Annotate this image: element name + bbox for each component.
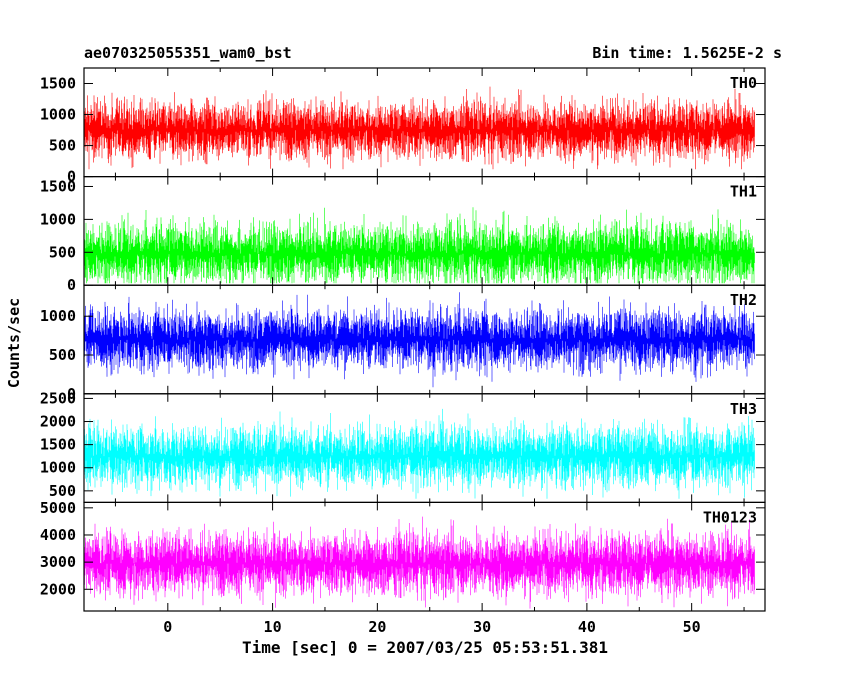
y-tick-label: 1000 <box>40 210 76 228</box>
panel-th3-label: TH3 <box>730 400 757 418</box>
y-tick-label: 2500 <box>40 389 76 407</box>
panel-th0123-label: TH0123 <box>703 508 757 526</box>
y-tick-label: 3000 <box>40 553 76 571</box>
y-tick-label: 500 <box>49 482 76 500</box>
y-axis-label: Counts/sec <box>5 297 23 389</box>
y-tick-label: 1500 <box>40 436 76 454</box>
panel-th2-label: TH2 <box>730 291 757 309</box>
y-tick-label: 0 <box>67 168 76 186</box>
series-th0-line <box>83 86 755 170</box>
x-tick-label: 40 <box>578 618 596 636</box>
series-th3-line <box>83 408 755 499</box>
x-axis-label: Time [sec] 0 = 2007/03/25 05:53:51.381 <box>241 638 609 657</box>
y-tick-label: 5000 <box>40 499 76 517</box>
series-th0123-line <box>83 516 755 609</box>
bin-time-label: Bin time: 1.5625E-2 s <box>592 44 782 62</box>
y-tick-label: 0 <box>67 276 76 294</box>
y-tick-label: 500 <box>49 137 76 155</box>
x-tick-label: 0 <box>163 618 172 636</box>
y-tick-label: 1000 <box>40 307 76 325</box>
y-tick-label: 500 <box>49 346 76 364</box>
y-tick-label: 2000 <box>40 580 76 598</box>
series-th1-line <box>83 207 755 284</box>
y-tick-label: 4000 <box>40 526 76 544</box>
y-tick-label: 1000 <box>40 459 76 477</box>
chart-title: ae070325055351_wam0_bst <box>84 44 292 62</box>
x-tick-label: 30 <box>473 618 491 636</box>
y-tick-label: 1500 <box>40 75 76 93</box>
panel-th0123-frame <box>83 501 766 612</box>
x-tick-label: 10 <box>264 618 282 636</box>
panel-th1-label: TH1 <box>730 183 757 201</box>
panel-th0-label: TH0 <box>730 74 757 92</box>
x-tick-label: 50 <box>683 618 701 636</box>
y-tick-label: 1000 <box>40 106 76 124</box>
x-tick-label: 20 <box>368 618 386 636</box>
y-tick-label: 1500 <box>40 177 76 195</box>
y-tick-label: 500 <box>49 243 76 261</box>
y-tick-label: 2000 <box>40 413 76 431</box>
series-th2-line <box>83 292 755 388</box>
y-tick-label: 0 <box>67 385 76 403</box>
